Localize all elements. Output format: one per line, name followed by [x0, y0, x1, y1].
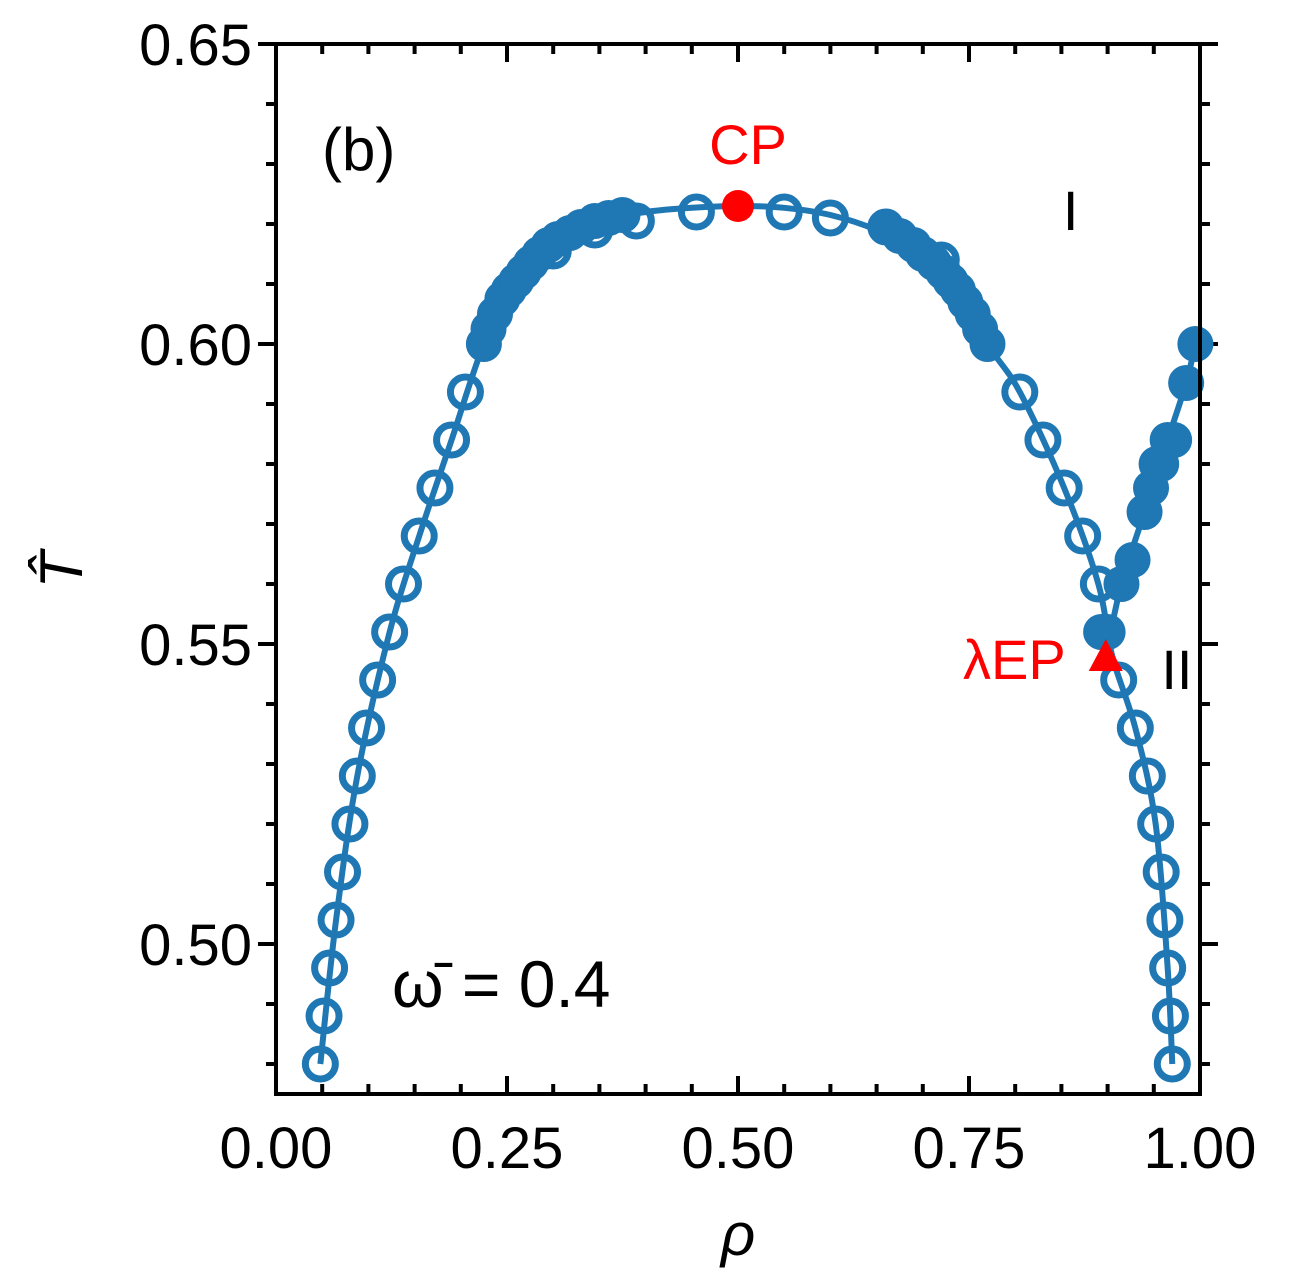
x-tick-label: 1.00 [1144, 1116, 1257, 1181]
region-label: I [1063, 179, 1079, 242]
filled-data-point [1168, 365, 1205, 401]
y-tick-label: 0.50 [139, 913, 252, 978]
open-data-point [1128, 757, 1166, 795]
open-data-point [305, 997, 343, 1035]
y-tick-label: 0.60 [139, 313, 252, 378]
y-tick-label: 0.65 [139, 13, 252, 78]
open-data-point [446, 373, 484, 411]
open-data-point [765, 193, 803, 231]
open-data-point [677, 193, 715, 231]
filled-data-point [1156, 422, 1193, 458]
open-data-point [1142, 853, 1180, 891]
filled-data-point [604, 197, 641, 233]
open-data-point [811, 199, 849, 237]
open-data-point [371, 613, 409, 651]
open-data-point [331, 805, 369, 843]
open-data-point [1153, 1045, 1191, 1083]
filled-data-point [1114, 542, 1151, 578]
lambda-endpoint-marker [1088, 639, 1123, 671]
open-data-point [338, 757, 376, 795]
open-data-point [348, 709, 386, 747]
filled-data-point [1177, 326, 1214, 362]
critical-point-marker [722, 190, 754, 222]
open-data-point [301, 1045, 339, 1083]
open-data-point [1151, 997, 1189, 1035]
open-data-point [1149, 949, 1187, 987]
open-data-point [1001, 373, 1039, 411]
data-markers [301, 193, 1214, 1083]
open-data-point [400, 517, 438, 555]
open-data-point [433, 421, 471, 459]
panel-label: (b) [322, 116, 395, 183]
y-axis-label: T̂ [28, 547, 95, 588]
x-tick-label: 0.25 [451, 1116, 564, 1181]
plot-frame [274, 42, 1202, 1096]
open-data-point [1137, 805, 1175, 843]
open-data-point [1146, 901, 1184, 939]
open-data-point [324, 853, 362, 891]
open-data-point [385, 565, 423, 603]
x-tick-label: 0.75 [913, 1116, 1026, 1181]
lambda-endpoint-label: λEP [963, 628, 1066, 691]
open-data-point [1064, 517, 1102, 555]
filled-data-point [969, 326, 1006, 362]
region-label: II [1161, 638, 1192, 701]
y-tick-label: 0.55 [139, 613, 252, 678]
x-axis-label: ρ [719, 1201, 755, 1268]
open-data-point [1045, 469, 1083, 507]
critical-point-label: CP [709, 113, 787, 176]
x-tick-label: 0.50 [682, 1116, 795, 1181]
parameter-label: ω̄ = 0.4 [392, 947, 611, 1021]
open-data-point [1116, 709, 1154, 747]
open-data-point [317, 901, 355, 939]
open-data-point [1024, 421, 1062, 459]
open-data-point [416, 469, 454, 507]
open-data-point [359, 661, 397, 699]
tick-labels: 0.00 0.25 0.50 0.75 1.00 0.50 0.55 0.60 0.65 [139, 13, 1256, 1181]
x-tick-label: 0.00 [220, 1116, 333, 1181]
open-data-point [311, 949, 349, 987]
